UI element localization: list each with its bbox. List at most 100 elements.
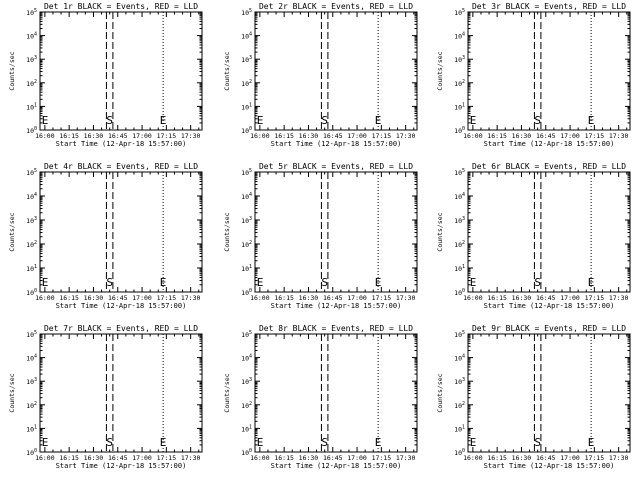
y-tick-label: 100 [241, 448, 252, 457]
y-tick-label: 101 [454, 424, 465, 433]
plot-frame [467, 171, 631, 293]
chart-panel-8: Det 8r BLACK = Events, RED = LLD 100 101 10… [223, 324, 418, 470]
y-tick-label: 102 [26, 79, 37, 88]
x-tick-label: 16:00 [463, 454, 483, 462]
x-tick-label: 17:30 [181, 132, 201, 140]
x-tick-label: 16:30 [512, 132, 532, 140]
x-tick-label: 17:15 [157, 454, 177, 462]
x-tick-label: 16:45 [323, 454, 343, 462]
plot-frame [254, 333, 418, 453]
x-tick-label: 17:15 [157, 294, 177, 302]
plot-frame [39, 11, 203, 131]
y-tick-label: 102 [26, 240, 37, 249]
x-tick-label: 16:45 [108, 454, 128, 462]
x-tick-label: 16:45 [108, 294, 128, 302]
y-tick-label: 104 [26, 192, 37, 201]
y-tick-label: 100 [26, 448, 37, 457]
y-tick-label: 101 [26, 424, 37, 433]
plot-frame [39, 333, 203, 453]
y-axis-label: Counts/sec [436, 51, 444, 90]
y-tick-label: 102 [454, 401, 465, 410]
y-tick-label: 103 [241, 55, 252, 64]
y-tick-label: 105 [241, 168, 252, 177]
x-tick-label: 16:30 [512, 454, 532, 462]
x-tick-label: 17:00 [560, 132, 580, 140]
x-tick-label: 17:30 [396, 132, 416, 140]
y-tick-label: 100 [26, 288, 37, 297]
y-axis-label: Counts/sec [8, 212, 16, 251]
marker-label-e: E [470, 436, 477, 449]
x-tick-label: 16:15 [487, 454, 507, 462]
y-tick-label: 105 [241, 330, 252, 339]
marker-label-s: S [106, 276, 113, 289]
marker-label-e: E [375, 114, 382, 127]
x-tick-label: 17:15 [372, 454, 392, 462]
x-tick-label: 16:45 [536, 132, 556, 140]
y-tick-label: 104 [26, 354, 37, 363]
x-tick-label: 16:15 [274, 294, 294, 302]
y-tick-label: 101 [26, 264, 37, 273]
y-tick-label: 104 [454, 354, 465, 363]
marker-label-s: S [534, 436, 541, 449]
y-tick-label: 101 [454, 264, 465, 273]
marker-label-e: E [42, 114, 49, 127]
marker-label-e: E [257, 114, 264, 127]
marker-label-s: S [534, 114, 541, 127]
x-axis-label: Start Time (12-Apr-18 15:57:00) [484, 140, 615, 148]
x-tick-label: 17:15 [585, 294, 605, 302]
y-tick-label: 102 [241, 401, 252, 410]
marker-label-e: E [42, 436, 49, 449]
y-tick-label: 104 [241, 192, 252, 201]
y-tick-label: 103 [241, 216, 252, 225]
x-axis-label: Start Time (12-Apr-18 15:57:00) [271, 462, 402, 470]
x-tick-label: 17:30 [609, 294, 629, 302]
x-axis-label: Start Time (12-Apr-18 15:57:00) [56, 302, 187, 310]
x-axis-label: Start Time (12-Apr-18 15:57:00) [271, 140, 402, 148]
x-tick-label: 17:30 [396, 454, 416, 462]
x-tick-label: 16:00 [250, 294, 270, 302]
plot-frame [467, 11, 631, 131]
x-tick-label: 16:15 [487, 132, 507, 140]
y-tick-label: 103 [454, 377, 465, 386]
chart-title: Det 8r BLACK = Events, RED = LLD [259, 324, 413, 333]
marker-label-s: S [321, 276, 328, 289]
x-tick-label: 16:45 [323, 132, 343, 140]
y-tick-label: 103 [26, 216, 37, 225]
chart-title: Det 3r BLACK = Events, RED = LLD [472, 2, 626, 11]
y-tick-label: 104 [454, 32, 465, 41]
chart-panel-7: Det 7r BLACK = Events, RED = LLD 100 101 10… [8, 324, 203, 470]
y-tick-label: 105 [26, 330, 37, 339]
x-tick-label: 16:00 [35, 294, 55, 302]
x-axis-label: Start Time (12-Apr-18 15:57:00) [56, 140, 187, 148]
x-tick-label: 17:30 [609, 454, 629, 462]
y-tick-label: 100 [26, 126, 37, 135]
plot-frame [467, 333, 631, 453]
plot-frame [254, 11, 418, 131]
x-tick-label: 16:45 [323, 294, 343, 302]
y-tick-label: 101 [241, 264, 252, 273]
y-tick-label: 100 [454, 126, 465, 135]
marker-label-e: E [588, 114, 595, 127]
marker-label-s: S [106, 436, 113, 449]
x-tick-label: 16:00 [35, 454, 55, 462]
x-tick-label: 17:15 [585, 454, 605, 462]
chart-title: Det 9r BLACK = Events, RED = LLD [472, 324, 626, 333]
y-tick-label: 100 [454, 448, 465, 457]
y-tick-label: 103 [241, 377, 252, 386]
marker-label-e: E [160, 114, 167, 127]
y-tick-label: 103 [26, 55, 37, 64]
y-tick-label: 102 [241, 79, 252, 88]
x-tick-label: 17:15 [157, 132, 177, 140]
y-tick-label: 103 [26, 377, 37, 386]
y-tick-label: 105 [454, 8, 465, 17]
marker-label-s: S [321, 436, 328, 449]
marker-label-e: E [257, 276, 264, 289]
x-tick-label: 17:00 [132, 132, 152, 140]
chart-title: Det 2r BLACK = Events, RED = LLD [259, 2, 413, 11]
x-tick-label: 16:30 [299, 454, 319, 462]
x-tick-label: 17:30 [181, 454, 201, 462]
x-axis-label: Start Time (12-Apr-18 15:57:00) [56, 462, 187, 470]
x-tick-label: 17:00 [347, 454, 367, 462]
